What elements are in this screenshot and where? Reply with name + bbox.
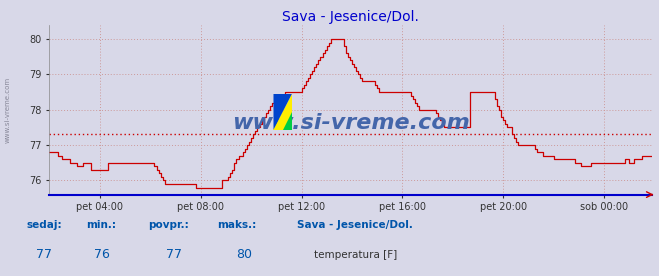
Polygon shape (283, 112, 292, 130)
Text: 77: 77 (36, 248, 52, 261)
Text: 80: 80 (236, 248, 252, 261)
Polygon shape (273, 94, 292, 130)
Text: maks.:: maks.: (217, 220, 257, 230)
Text: 76: 76 (94, 248, 110, 261)
Text: sedaj:: sedaj: (26, 220, 62, 230)
Title: Sava - Jesenice/Dol.: Sava - Jesenice/Dol. (283, 10, 419, 24)
Text: povpr.:: povpr.: (148, 220, 189, 230)
Text: Sava - Jesenice/Dol.: Sava - Jesenice/Dol. (297, 220, 413, 230)
Text: temperatura [F]: temperatura [F] (314, 250, 397, 260)
Text: min.:: min.: (86, 220, 116, 230)
Polygon shape (273, 94, 292, 130)
Text: www.si-vreme.com: www.si-vreme.com (232, 113, 470, 133)
Text: www.si-vreme.com: www.si-vreme.com (5, 77, 11, 144)
Text: 77: 77 (166, 248, 182, 261)
